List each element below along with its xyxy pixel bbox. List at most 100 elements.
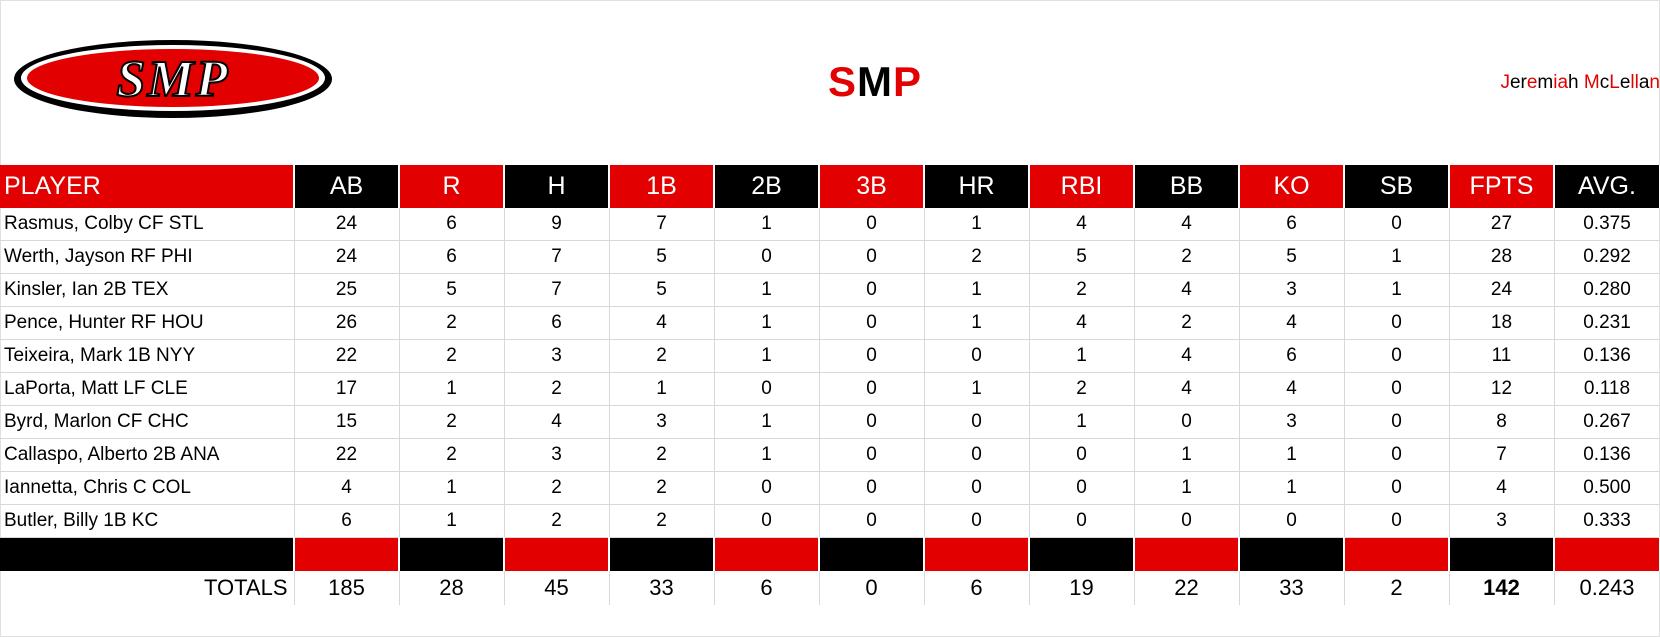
stat-hr: 0 [924, 471, 1030, 505]
stat-fpts: 12 [1449, 372, 1555, 406]
title-part: M [857, 58, 893, 105]
stat-bb: 1 [1134, 471, 1240, 505]
stat-ab: 25 [294, 273, 400, 307]
stat-r: 2 [399, 339, 505, 373]
stat-h: 3 [504, 339, 610, 373]
stat-3b: 0 [819, 240, 925, 274]
stat-fpts: 27 [1449, 208, 1555, 241]
column-header-fpts: FPTS [1449, 165, 1555, 208]
column-header-1b: 1B [609, 165, 715, 208]
stat-avg: 0.136 [1554, 339, 1660, 373]
table-row: Kinsler, Ian 2B TEX 25 5 7 5 1 0 1 2 4 3 1 24 0.280 [0, 273, 1660, 307]
stat-hr: 0 [924, 405, 1030, 439]
player-name: Rasmus, Colby CF STL [0, 208, 295, 241]
stat-sb: 1 [1344, 273, 1450, 307]
stat-3b: 0 [819, 405, 925, 439]
stat-sb: 0 [1344, 471, 1450, 505]
stat-sb: 0 [1344, 208, 1450, 241]
stat-hr: 1 [924, 306, 1030, 340]
column-header-3b: 3B [819, 165, 925, 208]
stat-1b: 1 [609, 372, 715, 406]
stat-hr: 0 [924, 504, 1030, 538]
stat-2b: 1 [714, 339, 820, 373]
separator-cell [609, 537, 715, 571]
stat-sb: 0 [1344, 372, 1450, 406]
stat-hr: 1 [924, 208, 1030, 241]
table-row: LaPorta, Matt LF CLE 17 1 2 1 0 0 1 2 4 4 0 12 0.118 [0, 372, 1660, 406]
stat-2b: 0 [714, 372, 820, 406]
stat-rbi: 0 [1029, 438, 1135, 472]
player-name: Butler, Billy 1B KC [0, 504, 295, 538]
stat-1b: 2 [609, 438, 715, 472]
stat-ab: 24 [294, 240, 400, 274]
stat-h: 2 [504, 471, 610, 505]
stat-1b: 3 [609, 405, 715, 439]
total-hr: 6 [924, 571, 1030, 605]
page-title: SMP [820, 58, 930, 106]
owner-part: er [1509, 72, 1527, 93]
owner-part: L [1609, 72, 1620, 93]
stat-ab: 6 [294, 504, 400, 538]
owner-part: e [1619, 72, 1631, 93]
stat-sb: 0 [1344, 438, 1450, 472]
table-row: Byrd, Marlon CF CHC 15 2 4 3 1 0 0 1 0 3 0 8 0.267 [0, 405, 1660, 439]
owner-part: J [1500, 72, 1510, 93]
stat-rbi: 4 [1029, 208, 1135, 241]
stat-r: 2 [399, 438, 505, 472]
stat-r: 5 [399, 273, 505, 307]
stat-3b: 0 [819, 504, 925, 538]
player-name: Iannetta, Chris C COL [0, 471, 295, 505]
player-name: Byrd, Marlon CF CHC [0, 405, 295, 439]
stat-1b: 2 [609, 504, 715, 538]
table-row: Butler, Billy 1B KC 6 1 2 2 0 0 0 0 0 0 0 3 0.333 [0, 504, 1660, 538]
stat-3b: 0 [819, 339, 925, 373]
player-name: Pence, Hunter RF HOU [0, 306, 295, 340]
stat-h: 7 [504, 240, 610, 274]
header-row: PLAYER AB R H 1B 2B 3B HR RBI BB KO SB FPTS AVG. [0, 165, 1660, 208]
stat-ko: 4 [1239, 306, 1345, 340]
totals-row: TOTALS 185 28 45 33 6 0 6 19 22 33 2 142 0.243 [0, 571, 1660, 605]
stat-1b: 2 [609, 471, 715, 505]
separator-cell [924, 537, 1030, 571]
stat-bb: 2 [1134, 306, 1240, 340]
table-row: Iannetta, Chris C COL 4 1 2 2 0 0 0 0 1 1 0 4 0.500 [0, 471, 1660, 505]
table-row: Pence, Hunter RF HOU 26 2 6 4 1 0 1 4 2 4 0 18 0.231 [0, 306, 1660, 340]
column-header-2b: 2B [714, 165, 820, 208]
owner-part: e [1526, 72, 1538, 93]
stat-bb: 2 [1134, 240, 1240, 274]
stat-ko: 3 [1239, 405, 1345, 439]
separator-cell [714, 537, 820, 571]
separator-cell [0, 537, 295, 571]
stat-rbi: 1 [1029, 339, 1135, 373]
stat-bb: 4 [1134, 273, 1240, 307]
stat-bb: 4 [1134, 372, 1240, 406]
total-1b: 33 [609, 571, 715, 605]
owner-part: n [1649, 72, 1660, 93]
separator-cell [399, 537, 505, 571]
stat-r: 1 [399, 504, 505, 538]
separator-row [0, 537, 1660, 571]
stat-ko: 0 [1239, 504, 1345, 538]
stat-2b: 0 [714, 471, 820, 505]
stat-2b: 1 [714, 306, 820, 340]
stat-sb: 1 [1344, 240, 1450, 274]
stat-rbi: 4 [1029, 306, 1135, 340]
separator-cell [1239, 537, 1345, 571]
separator-cell [1134, 537, 1240, 571]
stat-ab: 17 [294, 372, 400, 406]
column-header-h: H [504, 165, 610, 208]
stat-bb: 4 [1134, 339, 1240, 373]
stat-h: 3 [504, 438, 610, 472]
stat-r: 2 [399, 405, 505, 439]
stat-3b: 0 [819, 471, 925, 505]
stat-rbi: 0 [1029, 504, 1135, 538]
stat-avg: 0.231 [1554, 306, 1660, 340]
table-row: Callaspo, Alberto 2B ANA 22 2 3 2 1 0 0 0 1 1 0 7 0.1… [0, 438, 1660, 472]
title-part: S [827, 58, 857, 105]
stat-hr: 2 [924, 240, 1030, 274]
player-name: Callaspo, Alberto 2B ANA [0, 438, 295, 472]
column-header-rbi: RBI [1029, 165, 1135, 208]
stat-fpts: 28 [1449, 240, 1555, 274]
total-ab: 185 [294, 571, 400, 605]
column-header-ko: KO [1239, 165, 1345, 208]
